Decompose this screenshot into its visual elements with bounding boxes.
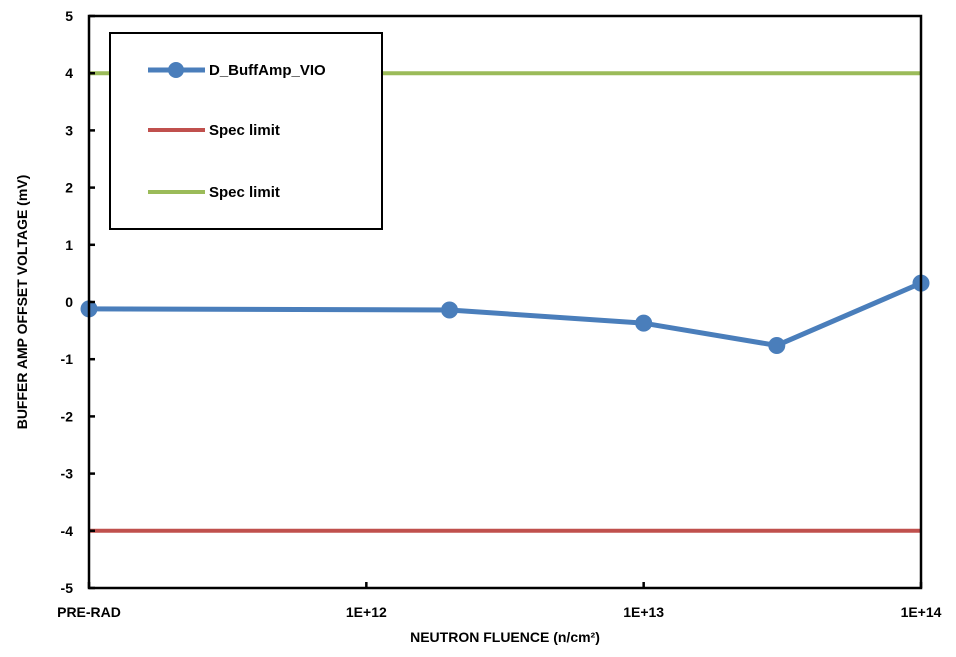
y-tick-label: -3 [61,466,74,482]
x-tick-label: 1E+14 [901,604,942,620]
y-tick-label: -4 [61,523,74,539]
legend-label-1: Spec limit [209,122,280,139]
data-point-3 [768,336,786,354]
y-tick-label: 2 [65,180,73,196]
legend: D_BuffAmp_VIO Spec limit Spec limit [109,32,383,230]
y-tick-label: 0 [65,294,73,310]
x-axis-title: NEUTRON FLUENCE (n/cm²) [410,629,600,645]
y-tick-label: 3 [65,122,73,138]
y-tick-label: -5 [61,580,74,596]
legend-box [109,32,383,230]
y-tick-label: 5 [65,8,73,24]
legend-label-0: D_BuffAmp_VIO [209,62,326,79]
legend-marker-0 [168,62,184,78]
y-tick-label: -2 [61,408,74,424]
y-tick-label: 1 [65,237,73,253]
data-point-2 [635,314,653,332]
series-line-0 [88,280,922,348]
axes-layer: 5 4 3 2 1 0 -1 -2 -3 -4 -5 PRE-RAD 1E+12 1E+13 1E+14 NE… [14,8,942,645]
x-tick-label: 1E+13 [623,604,664,620]
x-tick-label: PRE-RAD [57,604,121,620]
y-tick-label: 4 [65,65,73,81]
data-point-1 [441,301,459,319]
y-axis-title: BUFFER AMP OFFSET VOLTAGE (mV) [14,175,30,430]
legend-label-2: Spec limit [209,184,280,201]
x-tick-label: 1E+12 [346,604,387,620]
y-tick-label: -1 [61,351,74,367]
